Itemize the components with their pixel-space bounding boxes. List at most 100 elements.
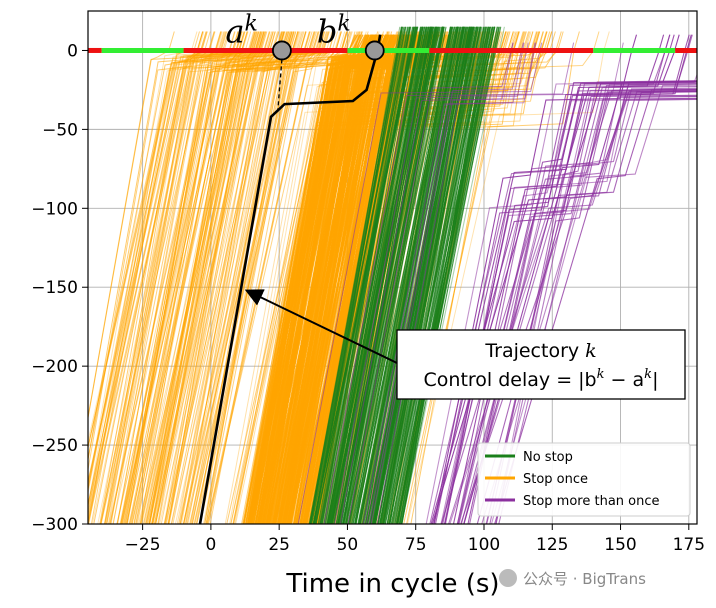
- stop-once-line: [207, 31, 339, 524]
- stop-once-line: [88, 31, 215, 463]
- stop-once-line: [166, 31, 322, 524]
- stop-multi-line: [440, 88, 697, 524]
- no-stop-line: [344, 26, 443, 524]
- stop-once-line: [88, 31, 204, 473]
- stop-once-line: [155, 31, 307, 524]
- stop-once-line: [140, 31, 320, 524]
- no-stop-line: [389, 26, 481, 524]
- stop-once-line: [196, 31, 335, 524]
- stop-multi-line: [495, 95, 697, 524]
- no-stop-line: [349, 26, 445, 524]
- stop-once-line: [153, 31, 316, 524]
- x-tick-label: 0: [205, 535, 216, 555]
- no-stop-line: [368, 26, 457, 524]
- no-stop-line: [352, 26, 457, 524]
- no-stop-line: [384, 26, 476, 524]
- stop-once-line: [119, 31, 263, 524]
- y-tick-label: 0: [67, 41, 78, 61]
- y-tick-label: −100: [31, 199, 78, 219]
- stop-multi-line: [498, 87, 697, 524]
- watermark-text: 公众号 · BigTrans: [523, 570, 646, 588]
- stop-once-line: [88, 31, 228, 421]
- legend: No stop Stop once Stop more than once: [477, 442, 691, 517]
- annotation-line1: Trajectory k: [484, 340, 596, 362]
- stop-multi-line: [347, 42, 514, 524]
- legend-label-no-stop: No stop: [523, 450, 573, 465]
- stop-once-line: [165, 31, 317, 524]
- stop-once-line: [88, 31, 207, 524]
- stop-multi-line: [334, 42, 529, 524]
- no-stop-line: [357, 26, 463, 524]
- no-stop-line: [365, 26, 459, 524]
- no-stop-line: [383, 26, 478, 524]
- no-stop-line: [358, 26, 453, 524]
- stop-once-line: [191, 31, 315, 524]
- stop-once-line: [178, 31, 316, 524]
- no-stop-line: [390, 26, 484, 524]
- x-tick-label: 50: [337, 535, 359, 555]
- x-tick-label: 25: [268, 535, 290, 555]
- y-tick-label: −200: [31, 357, 78, 377]
- stop-once-line: [193, 31, 328, 524]
- marker-a-dashed-line: [277, 59, 283, 111]
- stop-once-line: [116, 31, 263, 524]
- stop-once-line: [109, 31, 258, 524]
- stop-multi-line: [433, 34, 638, 524]
- stop-once-line: [93, 31, 258, 524]
- stop-once-line: [104, 31, 226, 524]
- stop-once-line: [205, 31, 329, 524]
- annotation-line2-text: Control delay = |b: [424, 369, 597, 391]
- no-stop-line: [319, 26, 415, 524]
- stop-once-line: [145, 31, 271, 524]
- stop-once-line: [106, 31, 248, 524]
- no-stop-line: [355, 26, 459, 524]
- stop-once-line: [182, 31, 330, 524]
- stop-once-line: [149, 31, 295, 524]
- marker-b-label: bk: [317, 11, 351, 50]
- marker-a-point: [271, 40, 292, 61]
- stop-multi-line: [425, 73, 697, 524]
- x-tick-label: −25: [125, 535, 161, 555]
- highlight-trajectory-group: [198, 34, 385, 524]
- stop-multi-line: [368, 42, 524, 524]
- no-stop-line: [374, 26, 465, 524]
- stop-multi-line: [433, 34, 692, 524]
- stop-once-line: [120, 31, 239, 524]
- stop-once-line: [147, 31, 295, 524]
- marker-b-point: [364, 40, 385, 61]
- no-stop-line: [324, 26, 423, 524]
- stop-once-line: [122, 31, 274, 524]
- no-stop-line: [391, 26, 485, 524]
- stop-once-line: [179, 31, 322, 524]
- marker-b-superscript: k: [337, 11, 350, 36]
- stop-once-line: [203, 31, 324, 524]
- stop-once-line: [88, 31, 207, 492]
- stop-once-line: [187, 31, 316, 524]
- stop-multi-line: [452, 34, 675, 524]
- stop-once-line: [100, 31, 225, 524]
- no-stop-line: [397, 26, 485, 524]
- stop-once-line: [88, 31, 208, 507]
- stop-once-line: [361, 31, 530, 524]
- stop-once-line: [88, 31, 256, 519]
- marker-b-base: b: [317, 12, 337, 50]
- stop-once-line: [125, 31, 276, 524]
- y-tick-label: −150: [31, 278, 78, 298]
- stop-once-line: [104, 31, 223, 524]
- annotation-sup-a: k: [644, 367, 652, 382]
- stop-once-line: [152, 31, 300, 524]
- stop-once-line: [104, 31, 256, 524]
- annotation-sup-b: k: [597, 367, 605, 382]
- stop-multi-line: [481, 84, 697, 524]
- no-stop-line: [308, 26, 405, 524]
- stop-once-line: [88, 31, 249, 444]
- no-stop-line: [315, 26, 417, 524]
- no-stop-line: [386, 26, 479, 524]
- no-stop-line: [350, 26, 447, 524]
- legend-label-stop-once: Stop once: [523, 472, 588, 487]
- stop-multi-line: [463, 82, 697, 524]
- legend-label-stop-multi: Stop more than once: [523, 494, 660, 509]
- trajectory-lines: [88, 26, 697, 524]
- no-stop-line: [311, 26, 411, 524]
- y-tick-label: −300: [31, 515, 78, 535]
